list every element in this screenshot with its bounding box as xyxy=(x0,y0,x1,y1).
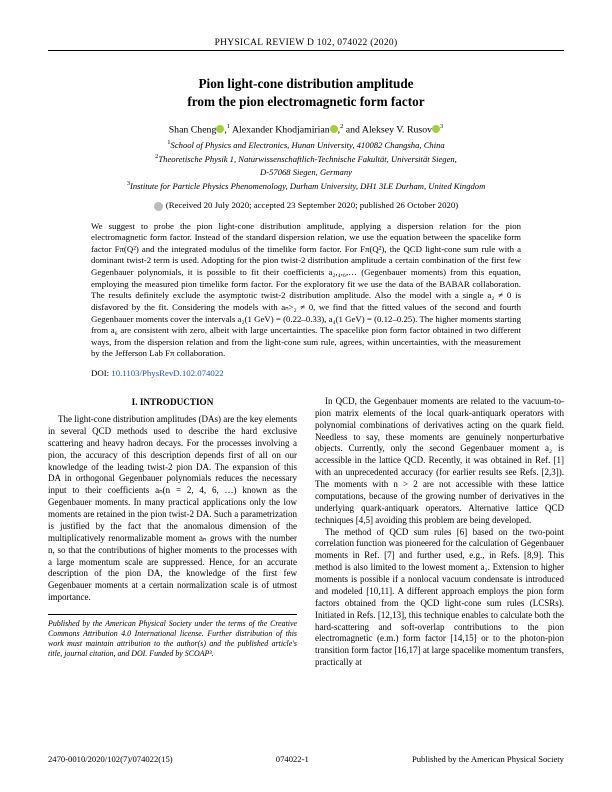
footer-publisher: Published by the American Physical Socie… xyxy=(412,754,564,764)
affiliation-1: 1School of Physics and Electronics, Huna… xyxy=(48,139,564,151)
orcid-icon[interactable] xyxy=(432,125,440,133)
intro-paragraph-2: In QCD, the Gegenbauer moments are relat… xyxy=(315,396,564,527)
intro-paragraph-3: The method of QCD sum rules [6] based on… xyxy=(315,527,564,670)
title-line-1: Pion light-cone distribution amplitude xyxy=(198,76,413,91)
orcid-icon[interactable] xyxy=(216,125,224,133)
affiliation-3: 3Institute for Particle Physics Phenomen… xyxy=(48,180,564,192)
footer-left: 2470-0010/2020/102(7)/074022(15) xyxy=(48,754,173,764)
affiliation-2b: D-57068 Siegen, Germany xyxy=(48,167,564,178)
doi-link[interactable]: 10.1103/PhysRevD.102.074022 xyxy=(111,368,223,378)
paper-title: Pion light-cone distribution amplitude f… xyxy=(48,75,564,111)
crossmark-icon[interactable] xyxy=(154,202,163,211)
footer-page-number: 074022-1 xyxy=(276,754,309,764)
right-column: In QCD, the Gegenbauer moments are relat… xyxy=(315,396,564,669)
section-heading-intro: I. INTRODUCTION xyxy=(48,396,297,408)
doi-line: DOI: 10.1103/PhysRevD.102.074022 xyxy=(91,368,521,378)
orcid-icon[interactable] xyxy=(330,125,338,133)
affiliation-2a: 2Theoretische Physik 1, Naturwissenschaf… xyxy=(48,153,564,165)
pub-dates: (Received 20 July 2020; accepted 23 Sept… xyxy=(48,200,564,210)
affil-sup-1: 1 xyxy=(227,123,230,130)
author-list: Shan Cheng,1 Alexander Khodjamirian,2 an… xyxy=(48,123,564,135)
journal-header: PHYSICAL REVIEW D 102, 074022 (2020) xyxy=(48,38,564,51)
author-3: Aleksey V. Rusov xyxy=(362,124,432,135)
affil-sup-2: 2 xyxy=(340,123,343,130)
title-line-2: from the pion electromagnetic form facto… xyxy=(187,94,424,109)
author-1: Shan Cheng xyxy=(169,124,217,135)
abstract-text: We suggest to probe the pion light-cone … xyxy=(91,221,521,360)
author-2: Alexander Khodjamirian xyxy=(232,124,330,135)
page-footer: 2470-0010/2020/102(7)/074022(15) 074022-… xyxy=(48,754,564,764)
license-footnote: Published by the American Physical Socie… xyxy=(48,614,297,659)
left-column: I. INTRODUCTION The light-cone distribut… xyxy=(48,396,297,669)
intro-paragraph-1: The light-cone distribution amplitudes (… xyxy=(48,414,297,604)
affil-sup-3: 3 xyxy=(440,123,443,130)
